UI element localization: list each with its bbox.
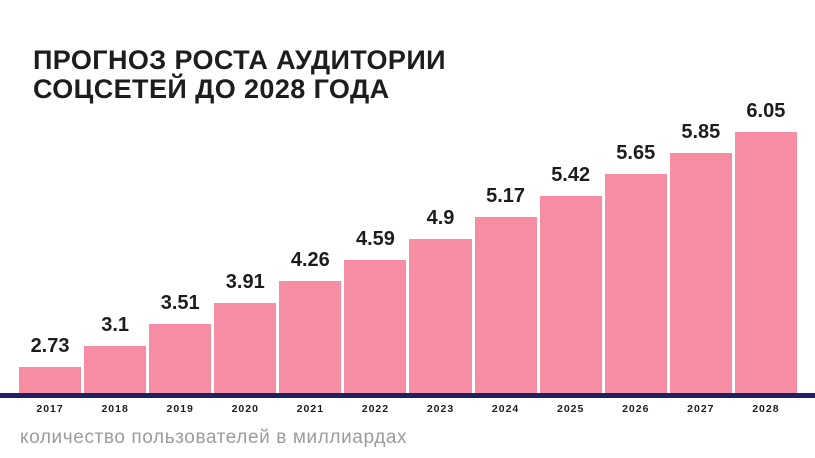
value-label-2017: 2.73 [30, 335, 70, 357]
value-label-2021: 4.26 [290, 249, 330, 272]
axis-caption: количество пользователей в миллиардах [20, 427, 408, 448]
bar-2026 [604, 174, 667, 393]
bar-2028 [734, 131, 797, 393]
bar-slot: 5.17 [474, 93, 537, 393]
value-label-2024: 5.17 [486, 185, 526, 208]
bar-slot: 2.73 [19, 93, 82, 393]
x-tick-2024: 2024 [491, 403, 520, 415]
bar-slot: 3.1 [84, 93, 147, 393]
value-label-2026: 5.65 [616, 142, 656, 165]
x-tick-2017: 2017 [36, 403, 64, 415]
x-tick-2025: 2025 [556, 403, 585, 415]
x-tick-2018: 2018 [101, 403, 129, 415]
bar-slot: 5.65 [604, 93, 667, 393]
bar-2024 [474, 217, 537, 393]
bar-2025 [539, 195, 602, 393]
bar-2022 [344, 260, 407, 393]
x-tick-2019: 2019 [166, 403, 194, 415]
x-tick-2026: 2026 [622, 403, 650, 415]
bar-slot: 4.9 [409, 93, 472, 393]
bar-slot: 5.42 [539, 93, 602, 393]
x-axis-line [0, 393, 815, 398]
bar-2023 [409, 238, 472, 393]
bar-slot: 5.85 [669, 93, 732, 393]
x-tick-2023: 2023 [426, 403, 455, 415]
title-line-2: СОЦСЕТЕЙ ДО 2028 ГОДА [33, 74, 390, 105]
bar-slot: 3.51 [149, 93, 212, 393]
value-label-2025: 5.42 [551, 163, 591, 186]
x-tick-2021: 2021 [296, 403, 325, 415]
title-line-1: ПРОГНОЗ РОСТА АУДИТОРИИ [33, 45, 446, 75]
bar-2020 [214, 302, 277, 393]
bar-slot: 3.91 [214, 93, 277, 393]
bar-2019 [149, 324, 212, 393]
value-label-2022: 4.59 [355, 228, 395, 250]
value-label-2028: 6.05 [746, 99, 786, 122]
value-label-2027: 5.85 [681, 121, 721, 143]
x-axis-labels: 2017 2018 2019 2020 2021 2022 2023 2024 2025 2026… [19, 403, 797, 415]
bar-slot: 4.59 [344, 93, 407, 393]
value-label-2020: 3.91 [225, 270, 265, 293]
x-tick-2027: 2027 [687, 403, 715, 415]
bar-2027 [669, 153, 732, 393]
bar-slot: 4.26 [279, 93, 342, 393]
x-tick-2022: 2022 [361, 403, 390, 415]
bar-2018 [84, 345, 147, 393]
x-tick-2020: 2020 [231, 403, 259, 415]
bar-2017 [19, 367, 82, 393]
value-label-2023: 4.9 [426, 206, 455, 229]
value-label-2019: 3.51 [160, 292, 200, 315]
bar-2021 [279, 281, 342, 393]
page-title: ПРОГНОЗ РОСТА АУДИТОРИИ СОЦСЕТЕЙ ДО 2028 … [33, 45, 446, 105]
bars-container: 2.73 3.1 3.51 3.91 4.26 4.59 4.9 5.17 5.42 5.65 5.… [19, 93, 797, 393]
value-label-2018: 3.1 [101, 313, 130, 336]
bar-slot: 6.05 [734, 93, 797, 393]
x-tick-2028: 2028 [752, 403, 780, 415]
